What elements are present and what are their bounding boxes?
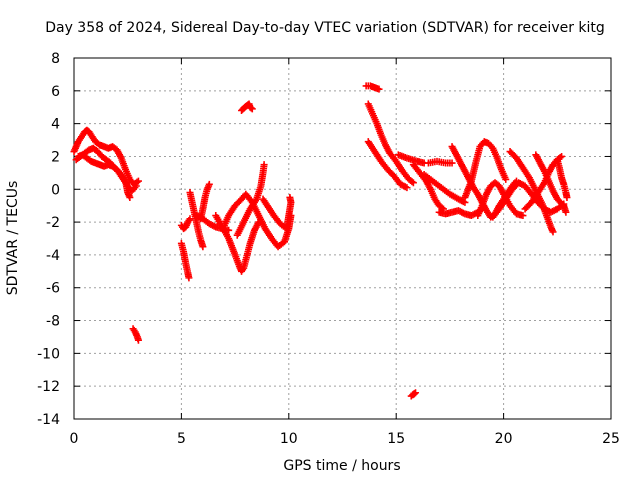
data-point (286, 193, 294, 201)
y-tick-labels: -14 -12 -10 -8 -6 -4 -2 0 2 4 6 8 (37, 51, 60, 428)
y-tick-label: 0 (51, 182, 60, 198)
axis-ticks (73, 57, 612, 420)
data-point (248, 105, 256, 113)
data-point (558, 152, 566, 160)
data-point (408, 178, 416, 186)
data-point (126, 193, 134, 201)
y-tick-label: 2 (51, 149, 60, 165)
x-tick-label: 20 (495, 431, 513, 447)
y-tick-label: 6 (51, 84, 60, 100)
data-point (185, 274, 193, 282)
plot-frame (73, 57, 612, 420)
y-tick-label: -10 (37, 346, 60, 362)
data-point (562, 208, 570, 216)
data-point (199, 243, 207, 251)
y-tick-label: -14 (37, 412, 60, 428)
x-axis-label: GPS time / hours (283, 458, 400, 474)
y-axis-label: SDTVAR / TECUs (5, 181, 21, 296)
data-point (132, 182, 140, 190)
data-point (134, 336, 142, 344)
chart-title: Day 358 of 2024, Sidereal Day-to-day VTE… (45, 20, 605, 36)
y-tick-label: -2 (46, 215, 60, 231)
data-point (134, 177, 142, 185)
data-point (409, 179, 417, 187)
data-point (205, 180, 213, 188)
data-point (375, 85, 383, 93)
y-tick-label: -6 (46, 281, 60, 297)
data-point (260, 161, 268, 169)
data-point (448, 159, 456, 167)
x-tick-label: 10 (280, 431, 298, 447)
data-point (403, 184, 411, 192)
data-point (409, 391, 417, 399)
data-point (407, 392, 415, 400)
x-tick-label: 25 (602, 431, 620, 447)
data-marks (70, 82, 571, 400)
x-tick-label: 0 (70, 431, 79, 447)
y-tick-label: 8 (51, 51, 60, 67)
grid (74, 58, 611, 419)
y-tick-label: -4 (46, 248, 60, 264)
data-point (519, 212, 527, 220)
x-tick-label: 5 (177, 431, 186, 447)
data-point (502, 175, 510, 183)
x-tick-labels: 0 5 10 15 20 25 (70, 431, 620, 447)
data-point (563, 193, 571, 201)
x-tick-label: 15 (387, 431, 405, 447)
y-tick-label: -8 (46, 314, 60, 330)
y-tick-label: -12 (37, 379, 60, 395)
data-point (247, 104, 255, 112)
data-point (549, 228, 557, 236)
y-tick-label: 4 (51, 117, 60, 133)
